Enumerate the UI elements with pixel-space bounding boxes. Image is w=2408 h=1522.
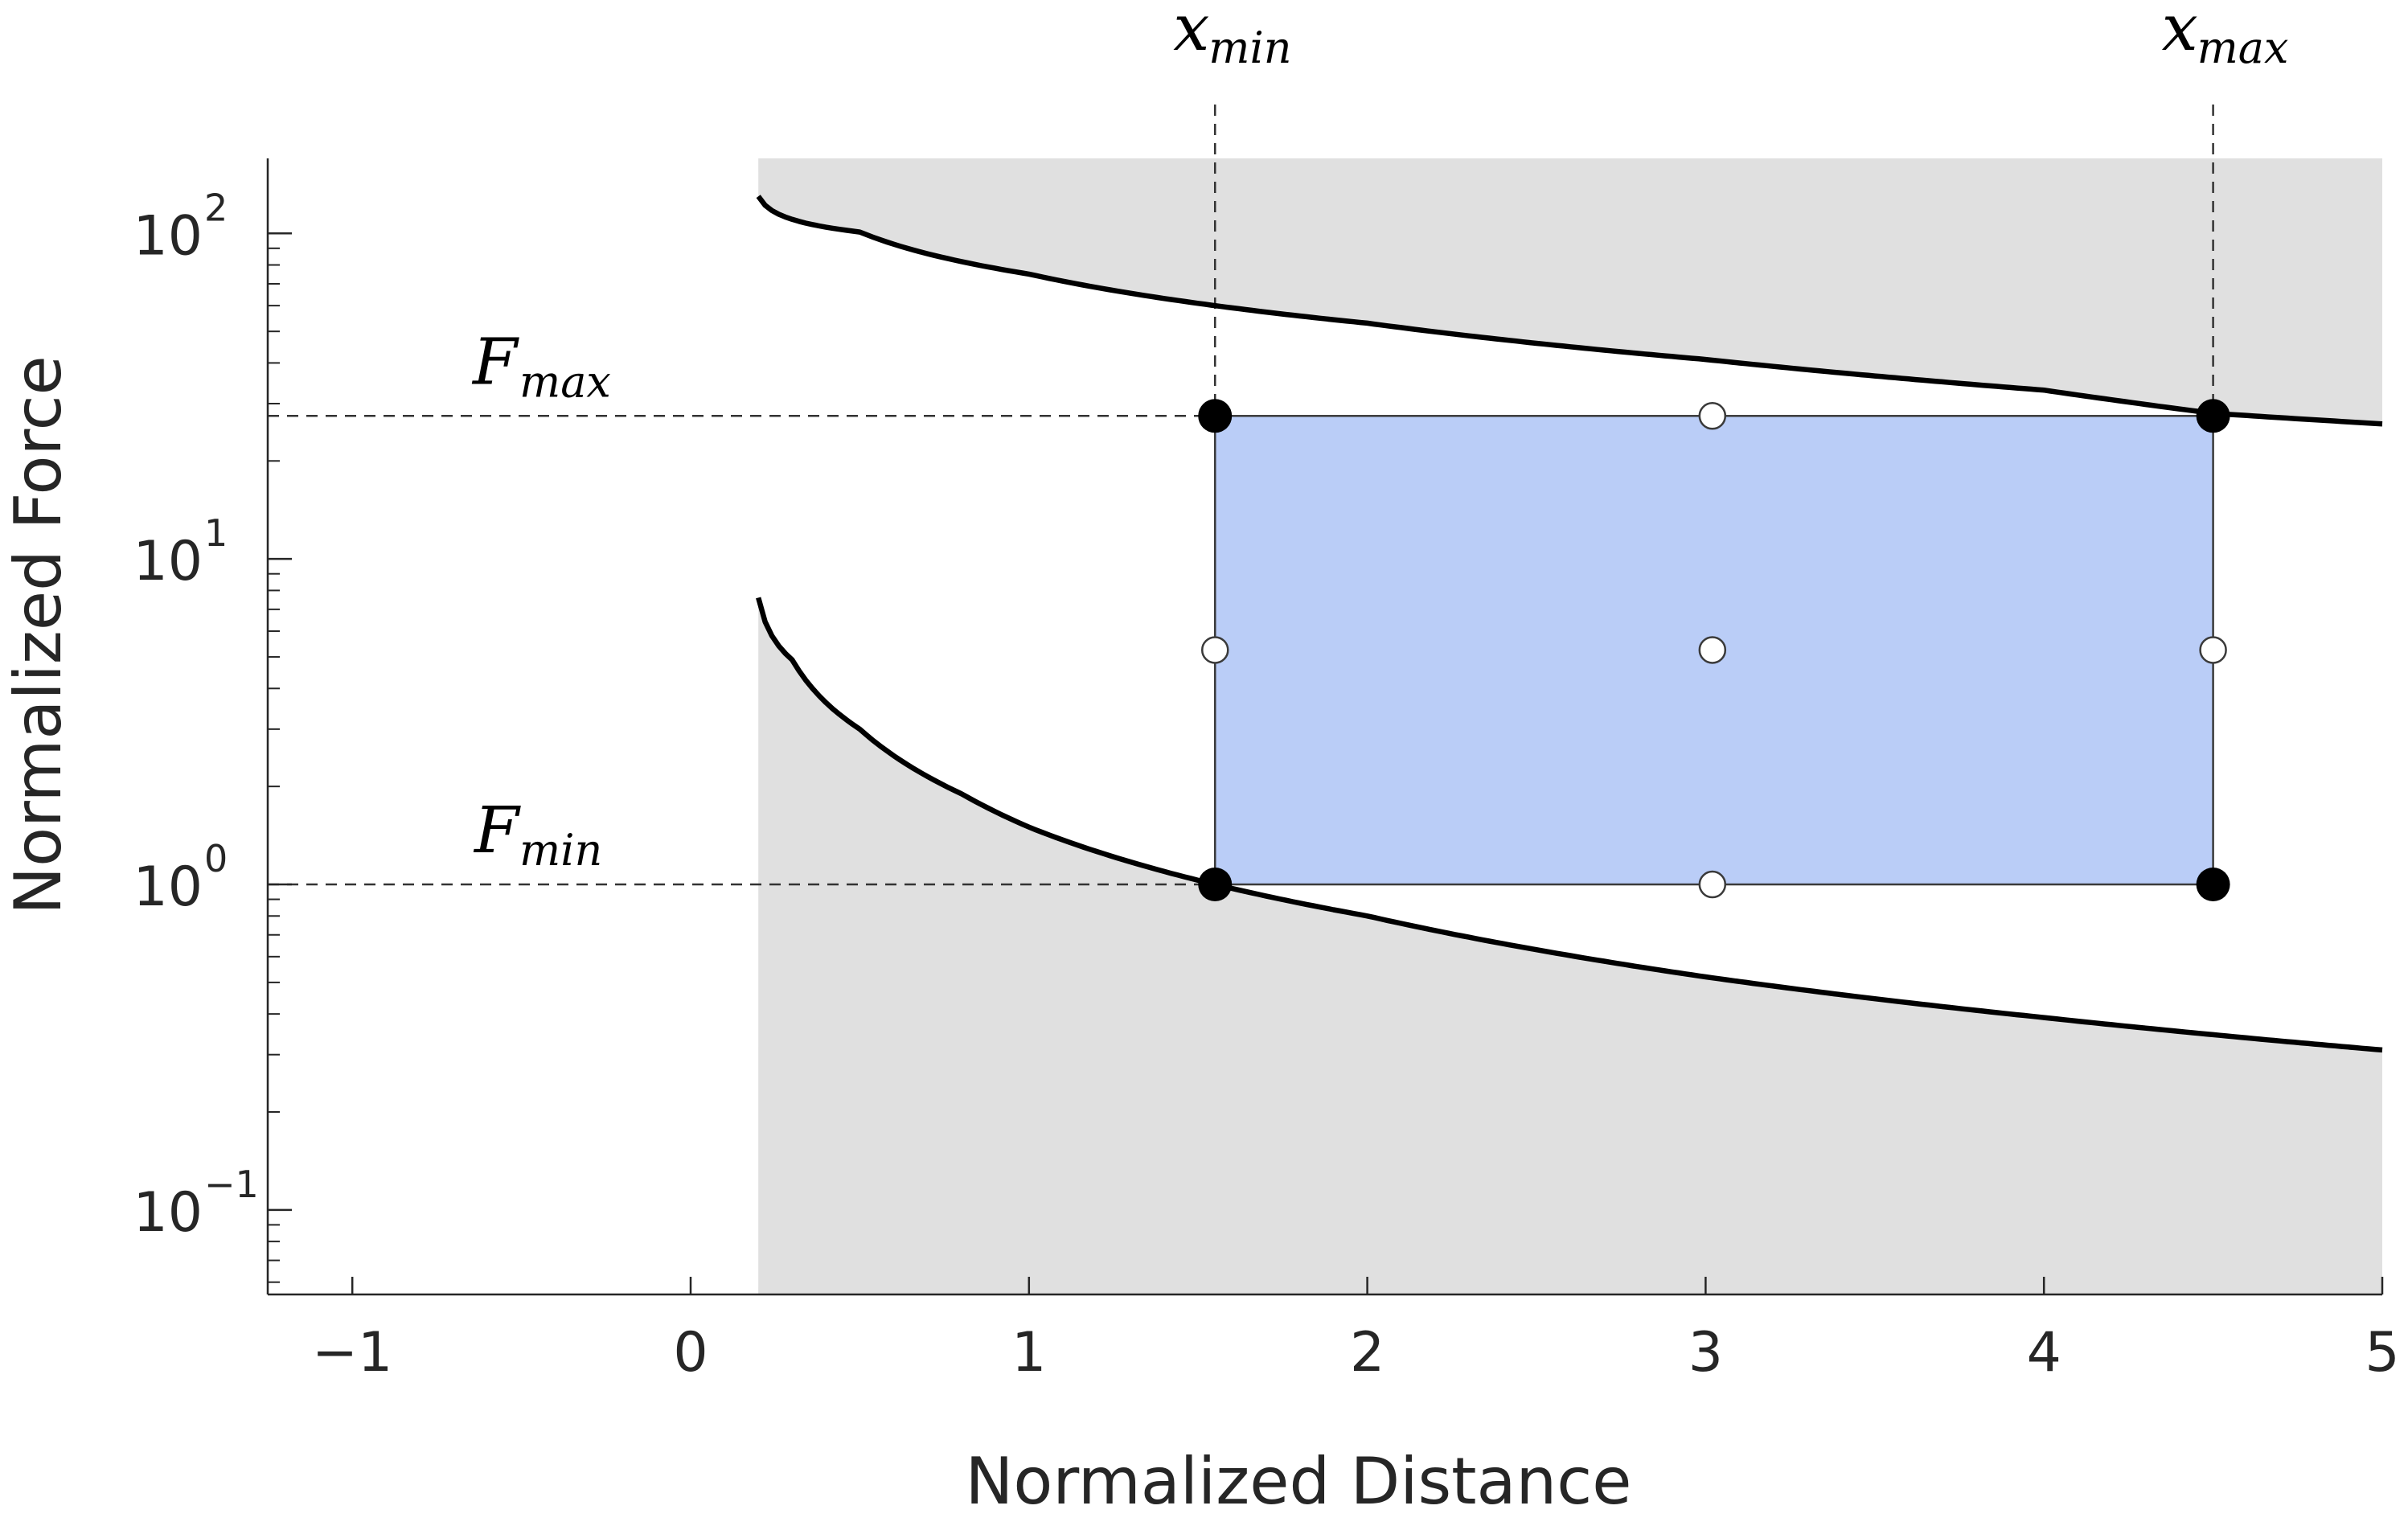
sample-point-open: [2199, 636, 2227, 664]
x-max-label: x: [2162, 0, 2198, 65]
x-tick-label: 1: [1011, 1321, 1046, 1385]
y-tick-label: 10: [133, 855, 203, 919]
f-max-label-subscript: max: [519, 356, 611, 407]
y-tick-label: 10: [133, 530, 203, 593]
f-max-label: F: [471, 324, 519, 399]
y-tick-exponent: 1: [204, 511, 228, 555]
x-max-label-subscript: max: [2197, 23, 2289, 73]
sample-point-open: [1698, 636, 1727, 664]
y-tick-label: 10: [133, 1181, 203, 1245]
corner-point-filled: [2196, 399, 2230, 433]
lower-infeasible-region: [758, 597, 2383, 1294]
y-tick-label: 10: [133, 204, 203, 268]
x-tick-label: −1: [312, 1321, 392, 1385]
infeasible-region-layer: [758, 158, 2383, 1294]
x-tick-label: 4: [2027, 1321, 2061, 1385]
bound-curves-layer: [756, 195, 2383, 1053]
x-tick-label: 5: [2365, 1321, 2399, 1385]
y-tick-exponent: 2: [204, 186, 228, 229]
x-tick-label: 0: [673, 1321, 708, 1385]
x-tick-label: 3: [1688, 1321, 1723, 1385]
f-min-label: F: [473, 793, 521, 868]
corner-point-filled: [1198, 868, 1233, 902]
corner-point-filled: [1198, 399, 1233, 433]
x-min-label-subscript: min: [1208, 23, 1291, 73]
x-axis-title: Normalized Distance: [966, 1444, 1632, 1519]
sample-point-open: [1698, 402, 1727, 430]
corner-point-filled: [2196, 868, 2230, 902]
y-tick-exponent: −1: [204, 1163, 259, 1206]
y-tick-exponent: 0: [204, 837, 228, 880]
points-layer: [1198, 399, 2230, 902]
y-axis-title: Normalized Force: [1, 355, 76, 915]
x-min-label: x: [1173, 0, 1209, 65]
f-min-label-subscript: min: [519, 825, 602, 876]
x-tick-label: 2: [1350, 1321, 1384, 1385]
upper-bound-curve: [756, 195, 2383, 427]
lower-bound-curve: [756, 597, 2383, 1053]
sample-point-open: [1698, 870, 1727, 899]
upper-infeasible-region: [758, 158, 2383, 425]
sample-point-open: [1200, 636, 1229, 664]
guide-lines-layer: [268, 105, 2214, 886]
